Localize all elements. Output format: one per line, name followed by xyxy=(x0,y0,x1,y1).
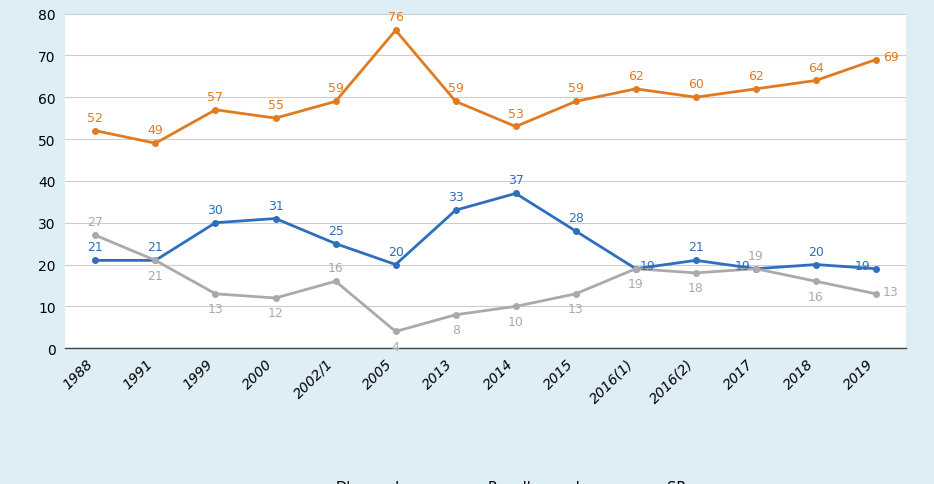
Text: 13: 13 xyxy=(883,285,899,298)
Text: 59: 59 xyxy=(568,82,584,95)
Text: 64: 64 xyxy=(808,61,824,75)
Text: 25: 25 xyxy=(328,224,344,237)
Text: 60: 60 xyxy=(688,78,703,91)
Text: 4: 4 xyxy=(391,340,400,353)
Text: 62: 62 xyxy=(748,70,764,83)
Text: 13: 13 xyxy=(568,302,584,316)
Legend: D'accord, Pas d'accord, SR: D'accord, Pas d'accord, SR xyxy=(285,480,686,484)
Text: 20: 20 xyxy=(808,245,824,258)
Text: 20: 20 xyxy=(388,245,403,258)
Text: 8: 8 xyxy=(452,323,460,336)
Text: 62: 62 xyxy=(628,70,644,83)
Text: 57: 57 xyxy=(207,91,223,104)
Text: 19: 19 xyxy=(640,260,656,273)
Text: 16: 16 xyxy=(328,262,344,275)
Text: 33: 33 xyxy=(447,191,463,204)
Text: 55: 55 xyxy=(267,99,284,112)
Text: 21: 21 xyxy=(148,269,163,282)
Text: 27: 27 xyxy=(88,216,104,229)
Text: 52: 52 xyxy=(88,111,104,124)
Text: 59: 59 xyxy=(447,82,463,95)
Text: 21: 21 xyxy=(88,241,104,254)
Text: 31: 31 xyxy=(268,199,283,212)
Text: 19: 19 xyxy=(628,277,644,290)
Text: 53: 53 xyxy=(508,107,524,121)
Text: 19: 19 xyxy=(748,249,764,262)
Text: 49: 49 xyxy=(148,124,163,137)
Text: 21: 21 xyxy=(148,241,163,254)
Text: 19: 19 xyxy=(855,260,870,273)
Text: 10: 10 xyxy=(508,315,524,328)
Text: 76: 76 xyxy=(388,11,403,24)
Text: 69: 69 xyxy=(883,51,899,64)
Text: 12: 12 xyxy=(268,307,283,319)
Text: 18: 18 xyxy=(688,282,703,295)
Text: 21: 21 xyxy=(688,241,703,254)
Text: 28: 28 xyxy=(568,212,584,225)
Text: 19: 19 xyxy=(734,260,750,273)
Text: 30: 30 xyxy=(207,203,223,216)
Text: 16: 16 xyxy=(808,290,824,303)
Text: 13: 13 xyxy=(207,302,223,316)
Text: 37: 37 xyxy=(508,174,524,187)
Text: 59: 59 xyxy=(328,82,344,95)
